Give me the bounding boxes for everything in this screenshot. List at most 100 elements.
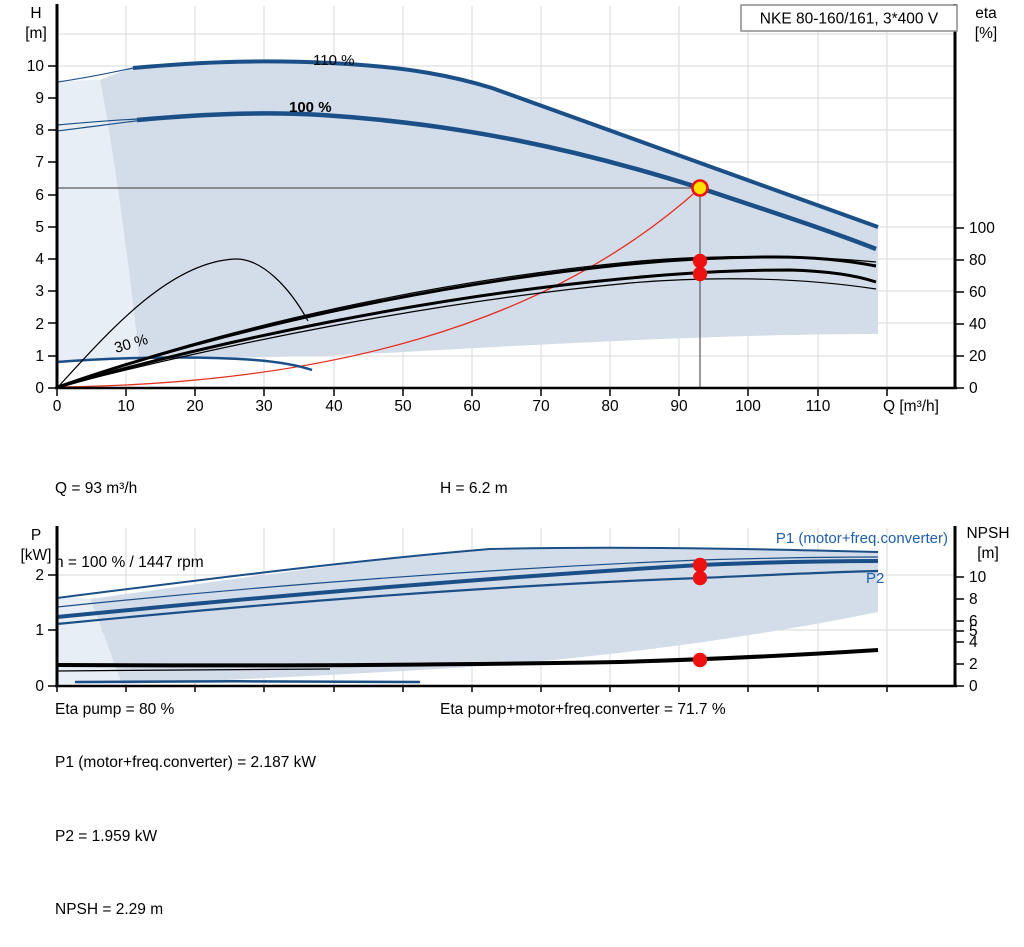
result-line: P1 (motor+freq.converter) = 2.187 kW — [55, 754, 317, 771]
envelope-main-region-bottom — [90, 547, 878, 684]
svg-text:8: 8 — [969, 591, 978, 608]
duty-point-marker — [691, 179, 709, 197]
curve-30 — [56, 356, 313, 372]
label-100-percent: 100 % — [289, 99, 332, 116]
svg-text:0: 0 — [35, 678, 44, 695]
svg-text:7: 7 — [35, 154, 44, 171]
svg-text:50: 50 — [394, 398, 412, 415]
control-curve-red — [57, 187, 701, 388]
p-ticks — [48, 574, 57, 687]
axes — [48, 4, 964, 396]
p2-marker — [692, 570, 708, 586]
svg-text:90: 90 — [670, 398, 688, 415]
curve-100-thin-b — [56, 119, 145, 132]
svg-text:100: 100 — [735, 398, 761, 415]
axis-titles-top: H [m] eta [%] Q [m³/h] — [25, 5, 997, 415]
p1-marker — [692, 557, 708, 573]
svg-text:70: 70 — [532, 398, 550, 415]
svg-text:1: 1 — [35, 348, 44, 365]
svg-text:30: 30 — [255, 398, 273, 415]
info-line: n = 100 % / 1447 rpm — [55, 553, 204, 571]
x-tick-labels: 0 10 20 30 40 50 60 70 80 90 100 110 — [53, 398, 831, 415]
p-axis-title: P — [31, 527, 41, 544]
qh-eta-chart: 0 1 2 3 4 5 6 7 8 9 10 0 20 40 60 80 100… — [25, 4, 997, 415]
p1-curve-label: P1 (motor+freq.converter) — [776, 530, 948, 547]
npsh-curve — [56, 648, 879, 668]
q-axis-title: Q [m³/h] — [883, 398, 939, 415]
power-npsh-chart: 0 1 2 0 2 4 5 6 8 10 P [kW] NPSH [m] P1 … — [21, 525, 1010, 695]
result-line: NPSH = 2.29 m — [55, 901, 164, 918]
p1-curve — [56, 559, 879, 619]
label-110-percent: 110 % — [313, 52, 354, 69]
result-line: P2 = 1.959 kW — [55, 827, 158, 845]
svg-text:100: 100 — [969, 220, 995, 237]
svg-text:60: 60 — [463, 398, 481, 415]
x-ticks — [56, 388, 888, 396]
svg-text:3: 3 — [35, 283, 44, 300]
h-axis-title: H — [30, 5, 41, 22]
svg-text:20: 20 — [969, 348, 987, 365]
svg-text:0: 0 — [35, 380, 44, 397]
h-ticks — [48, 65, 57, 389]
svg-text:4: 4 — [969, 634, 978, 651]
pump-curve-report: { "title_box": "NKE 80-160/161, 3*400 V"… — [20, 4, 1010, 918]
svg-text:5: 5 — [969, 623, 978, 640]
eta-curve-total — [57, 268, 877, 389]
x-ticks-bottom — [56, 686, 888, 692]
curve-100-thin-a — [56, 118, 141, 126]
duty-markers — [691, 179, 709, 282]
svg-text:[%]: [%] — [975, 25, 997, 42]
svg-text:10: 10 — [117, 398, 135, 415]
svg-text:5: 5 — [35, 219, 44, 236]
eta-tick-labels: 0 20 40 60 80 100 — [969, 220, 995, 397]
svg-text:1: 1 — [35, 622, 44, 639]
axis-titles-bottom: P [kW] NPSH [m] — [21, 525, 1010, 564]
svg-text:0: 0 — [969, 678, 978, 695]
npsh-tick-labels: 0 2 4 5 6 8 10 — [969, 569, 987, 695]
envelope-main-region — [100, 61, 878, 358]
svg-text:20: 20 — [186, 398, 204, 415]
p2-curve — [56, 569, 879, 626]
envelope-pale-region — [57, 80, 139, 362]
eta-ticks — [955, 227, 964, 389]
curve-100 — [136, 111, 877, 252]
svg-text:[kW]: [kW] — [21, 547, 52, 564]
svg-text:10: 10 — [969, 569, 987, 586]
info-line: Eta pump = 80 % — [55, 700, 175, 718]
title-box: NKE 80-160/161, 3*400 V — [740, 4, 958, 32]
envelope-pale-region-bottom — [57, 597, 122, 684]
eta-curve-pump — [57, 255, 877, 389]
svg-text:10: 10 — [27, 58, 45, 75]
svg-text:110: 110 — [806, 398, 831, 415]
svg-text:40: 40 — [969, 316, 987, 333]
svg-text:80: 80 — [969, 252, 987, 269]
info-line: Eta pump+motor+freq.converter = 71.7 % — [440, 700, 726, 718]
svg-text:0: 0 — [53, 398, 62, 415]
power-30-curve — [74, 680, 421, 684]
power-thin-curve — [56, 556, 879, 608]
svg-text:80: 80 — [601, 398, 619, 415]
results-block: P1 (motor+freq.converter) = 2.187 kW P2 … — [55, 702, 316, 947]
speed-curves — [56, 59, 879, 372]
pump-title: NKE 80-160/161, 3*400 V — [760, 11, 939, 28]
svg-text:2: 2 — [969, 656, 978, 673]
eta-pump-marker — [692, 253, 708, 269]
npsh-axis-title: NPSH — [966, 525, 1009, 542]
info-line: Q = 93 m³/h — [55, 480, 138, 497]
npsh-marker — [692, 652, 708, 668]
svg-text:8: 8 — [35, 122, 44, 139]
npsh-ticks — [955, 576, 964, 687]
eta-total-marker — [692, 266, 708, 282]
svg-text:0: 0 — [969, 380, 978, 397]
svg-text:[m]: [m] — [977, 545, 999, 562]
curve-110-thin — [56, 67, 134, 83]
p2-curve-label: P2 — [866, 570, 884, 587]
power-curves — [56, 546, 879, 684]
svg-text:40: 40 — [325, 398, 343, 415]
svg-text:6: 6 — [35, 187, 44, 204]
npsh-30-curve — [56, 668, 331, 672]
svg-text:60: 60 — [969, 284, 987, 301]
axes-bottom — [48, 526, 964, 692]
npsh-curves — [56, 648, 879, 672]
svg-text:6: 6 — [969, 613, 978, 630]
